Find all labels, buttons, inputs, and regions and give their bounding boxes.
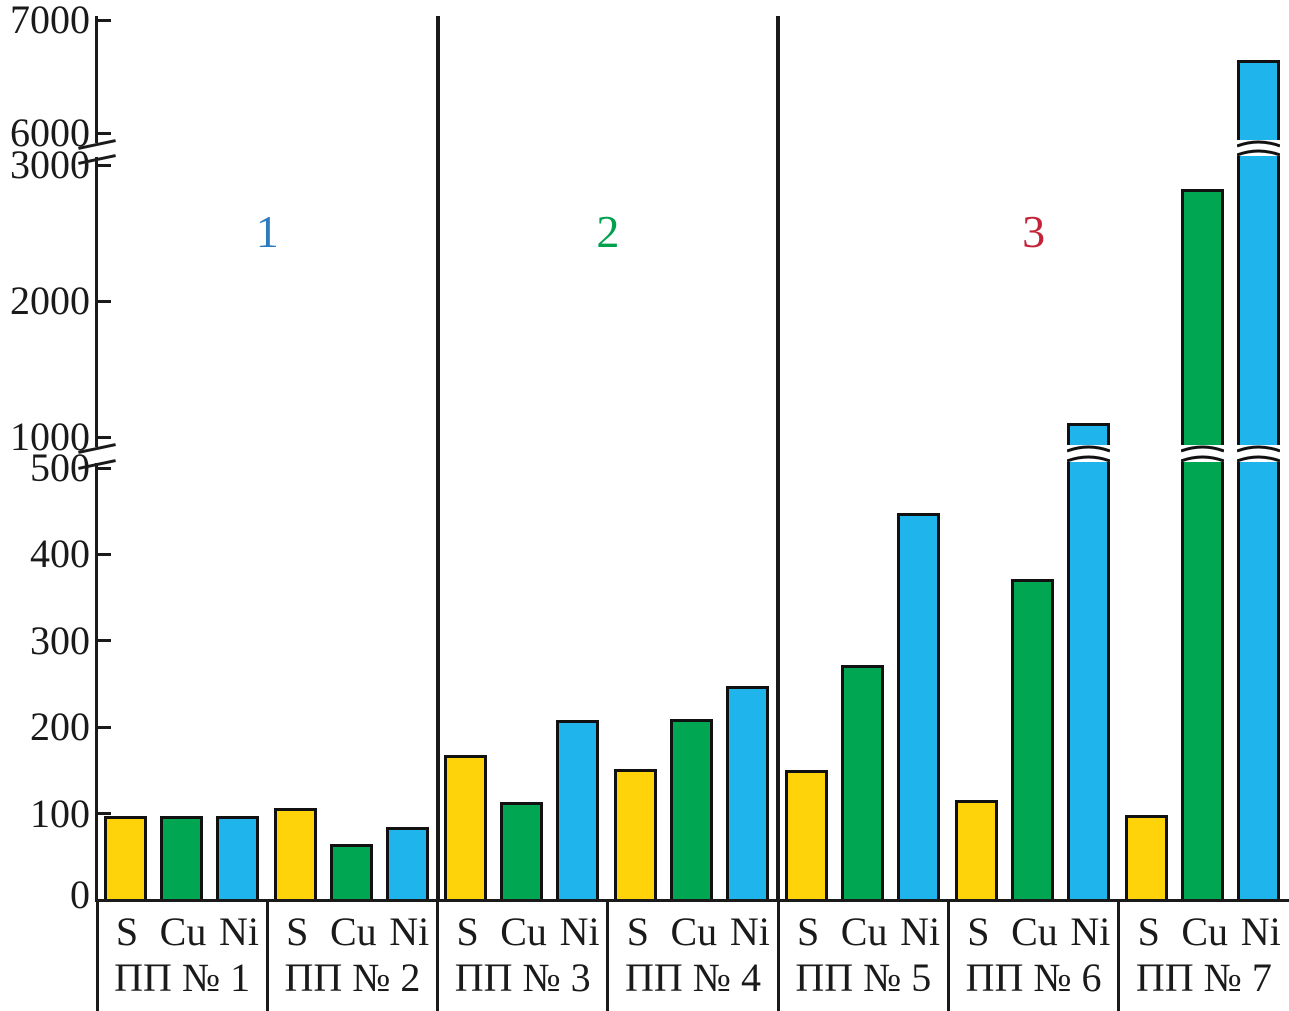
x-series-label-Ni: Ni	[1070, 909, 1111, 954]
bar-break-gap	[1236, 445, 1281, 463]
y-tick-label: 1000	[10, 414, 90, 459]
y-tick-label: 300	[30, 617, 90, 663]
x-group-label: ПП № 4	[625, 955, 761, 1000]
y-axis	[95, 16, 98, 143]
y-tick	[97, 466, 111, 470]
bar-ПП№5-Ni	[896, 512, 940, 902]
x-group-label: ПП № 1	[114, 955, 251, 1000]
bar-ПП№1-Ni	[215, 816, 259, 902]
group-separator	[436, 900, 440, 1011]
bar-ПП№4-S	[614, 768, 658, 902]
x-series-label-Ni: Ni	[900, 909, 941, 954]
x-series-label-Ni: Ni	[729, 909, 770, 954]
bar-ПП№3-S	[444, 754, 488, 902]
zone-label-1: 1	[255, 206, 279, 257]
x-series-label-S: S	[286, 909, 309, 954]
y-tick-label: 400	[30, 531, 90, 577]
x-series-label-Cu: Cu	[670, 909, 718, 954]
bar-ПП№4-Ni	[726, 685, 770, 902]
bar-ПП№5-Cu	[840, 664, 884, 902]
x-group-label: ПП № 5	[795, 955, 932, 1000]
bar-break-gap	[1180, 445, 1225, 463]
y-tick-label: 200	[30, 704, 90, 750]
y-tick	[97, 435, 111, 439]
bar-ПП№6-Cu	[1010, 578, 1054, 902]
x-series-label-Ni: Ni	[389, 909, 430, 954]
zone-divider	[776, 16, 781, 900]
x-series-label-Cu: Cu	[1181, 909, 1229, 954]
y-tick	[97, 163, 111, 167]
bar-ПП№7-S	[1125, 815, 1169, 902]
y-axis	[95, 157, 98, 447]
x-series-label-S: S	[626, 909, 649, 954]
y-tick-label: 7000	[10, 0, 90, 42]
x-series-label-Cu: Cu	[500, 909, 547, 954]
group-separator	[265, 900, 269, 1011]
x-series-label-Cu: Cu	[329, 909, 377, 954]
x-series-label-Ni: Ni	[559, 909, 600, 954]
y-tick	[97, 299, 111, 303]
y-tick	[97, 639, 111, 643]
bar-ПП№3-Ni	[556, 720, 600, 902]
zone-label-3: 3	[1022, 206, 1046, 257]
group-separator	[95, 900, 99, 1011]
y-tick-label: 2000	[10, 278, 90, 323]
y-tick	[97, 552, 111, 556]
x-series-label-S: S	[115, 909, 139, 954]
x-series-label-Ni: Ni	[1240, 909, 1281, 954]
x-group-label: ПП № 7	[1135, 955, 1272, 1000]
x-group-label: ПП № 2	[284, 955, 421, 1000]
bar-ПП№3-Cu	[500, 802, 544, 902]
x-axis	[95, 899, 1289, 902]
bar-break-gap	[1236, 140, 1281, 157]
zone-label-2: 2	[596, 206, 620, 257]
bar-ПП№4-Cu	[670, 718, 714, 902]
y-tick-label: 500	[30, 445, 90, 490]
x-series-label-Ni: Ni	[219, 909, 259, 954]
x-series-label-Cu: Cu	[840, 909, 888, 954]
x-group-label: ПП № 3	[454, 955, 591, 1000]
y-tick	[97, 725, 111, 729]
group-separator	[946, 900, 950, 1011]
y-tick	[97, 812, 111, 816]
y-tick-label: 3000	[10, 142, 90, 187]
bar-ПП№2-S	[273, 807, 317, 902]
x-group-label: ПП № 6	[965, 955, 1102, 1000]
bar-ПП№2-Cu	[329, 843, 373, 902]
x-series-label-S: S	[456, 909, 479, 954]
x-series-label-S: S	[1137, 909, 1160, 954]
group-separator	[606, 900, 610, 1011]
y-tick	[97, 18, 111, 22]
bar-ПП№1-S	[103, 816, 147, 902]
bar-ПП№7-Ni	[1237, 59, 1281, 902]
group-separator	[776, 900, 780, 1011]
y-tick-label: 100	[30, 790, 90, 836]
bar-ПП№7-Cu	[1181, 189, 1225, 902]
bar-ПП№6-Ni	[1066, 423, 1110, 902]
bar-ПП№2-Ni	[385, 826, 429, 902]
y-tick-label: 0	[70, 872, 90, 917]
bar-ПП№5-S	[784, 770, 828, 902]
x-series-label-S: S	[797, 909, 820, 954]
x-series-label-Cu: Cu	[1011, 909, 1058, 954]
y-tick-label: 6000	[10, 110, 90, 155]
y-tick	[97, 131, 111, 135]
bar-break-gap	[1066, 445, 1111, 463]
bar-ПП№1-Cu	[159, 816, 203, 902]
bar-ПП№6-S	[954, 799, 998, 902]
zone-divider	[435, 16, 440, 900]
group-separator	[1117, 900, 1121, 1011]
y-axis	[95, 463, 98, 900]
x-series-label-S: S	[967, 909, 990, 954]
x-series-label-Cu: Cu	[159, 909, 207, 954]
